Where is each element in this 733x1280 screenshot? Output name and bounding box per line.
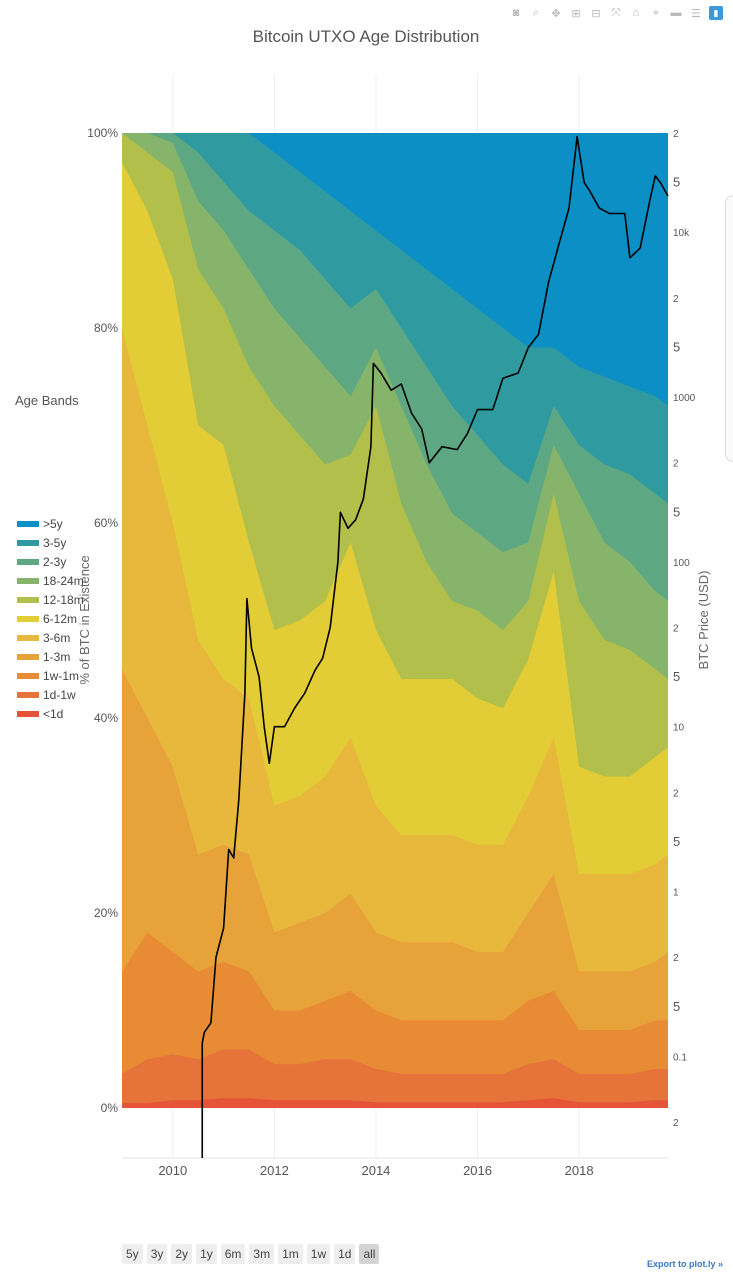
legend-swatch[interactable] bbox=[17, 692, 39, 698]
legend-swatch[interactable] bbox=[17, 521, 39, 527]
zoom-out-icon[interactable]: ⊟ bbox=[591, 7, 601, 20]
y2-tick-label: 2 bbox=[673, 294, 679, 305]
y2-tick-label: 1000 bbox=[673, 393, 696, 404]
legend-swatch[interactable] bbox=[17, 559, 39, 565]
y-tick-label: 80% bbox=[94, 321, 118, 335]
range-button-1y[interactable]: 1y bbox=[196, 1244, 217, 1264]
y2-tick-label: 5 bbox=[673, 504, 680, 519]
y2-tick-label: 5 bbox=[673, 175, 680, 190]
camera-icon[interactable]: ◙ bbox=[512, 7, 520, 19]
btc-price-line bbox=[201, 135, 669, 1044]
chart-title: Bitcoin UTXO Age Distribution bbox=[253, 27, 480, 46]
y-tick-label: 20% bbox=[94, 906, 118, 920]
range-button-3m[interactable]: 3m bbox=[249, 1244, 275, 1264]
gridlines bbox=[122, 75, 668, 1159]
x-tick-label: 2012 bbox=[260, 1163, 289, 1178]
legend-label[interactable]: >5y bbox=[43, 517, 63, 531]
y2-tick-label: 10k bbox=[673, 228, 690, 239]
legend-label[interactable]: 3-6m bbox=[43, 631, 70, 645]
legend-label[interactable]: 2-3y bbox=[43, 555, 66, 569]
hover-compare-icon[interactable]: ☰ bbox=[691, 7, 701, 20]
y-tick-label: 60% bbox=[94, 516, 118, 530]
y2-tick-label: 2 bbox=[673, 459, 679, 470]
legend-label[interactable]: 6-12m bbox=[43, 612, 77, 626]
price-line-group bbox=[201, 135, 669, 1158]
y2-tick-label: 5 bbox=[673, 834, 680, 849]
pan-icon[interactable]: ✥ bbox=[551, 7, 561, 20]
area-bands bbox=[122, 133, 668, 1109]
autoscale-icon[interactable]: ⤧ bbox=[611, 6, 621, 19]
area-band-1d-1w bbox=[122, 1049, 668, 1108]
legend-swatch[interactable] bbox=[17, 635, 39, 641]
hover-closest-icon[interactable]: ▬ bbox=[670, 7, 682, 19]
legend-label[interactable]: 12-18m bbox=[43, 593, 84, 607]
legend-label[interactable]: 1-3m bbox=[43, 650, 70, 664]
y2-tick-label: 2 bbox=[673, 129, 679, 140]
x-tick-label: 2018 bbox=[565, 1163, 594, 1178]
y-tick-label: 40% bbox=[94, 711, 118, 725]
legend-swatch[interactable] bbox=[17, 578, 39, 584]
x-tick-label: 2014 bbox=[361, 1163, 390, 1178]
x-tick-label: 2010 bbox=[158, 1163, 187, 1178]
y2-tick-label: 5 bbox=[673, 339, 680, 354]
modebar: ◙ ⌕ ✥ ⊞ ⊟ ⤧ ⌂ ⌖ ▬ ☰ ▮ bbox=[509, 6, 723, 20]
y2-tick-label: 100 bbox=[673, 558, 690, 569]
y2-tick-label: 5 bbox=[673, 669, 680, 684]
legend-swatch[interactable] bbox=[17, 711, 39, 717]
legend-label[interactable]: 18-24m bbox=[43, 574, 84, 588]
spike-lines-icon[interactable]: ⌖ bbox=[652, 6, 660, 19]
legend-swatch[interactable] bbox=[17, 597, 39, 603]
y-tick-label: 100% bbox=[87, 126, 118, 140]
legend-title: Age Bands bbox=[15, 393, 79, 408]
y2-tick-label: 2 bbox=[673, 624, 679, 635]
zoom-in-icon[interactable]: ⊞ bbox=[571, 7, 581, 20]
x-tick-label: 2016 bbox=[463, 1163, 492, 1178]
legend-label[interactable]: 3-5y bbox=[43, 536, 66, 550]
legend-swatch[interactable] bbox=[17, 654, 39, 660]
legend-swatch[interactable] bbox=[17, 616, 39, 622]
home-icon[interactable]: ⌂ bbox=[632, 7, 640, 19]
y2-tick-label: 2 bbox=[673, 953, 679, 964]
range-button-all[interactable]: all bbox=[359, 1244, 380, 1264]
y2-tick-label: 1 bbox=[673, 888, 679, 899]
legend-swatch[interactable] bbox=[17, 673, 39, 679]
y2-tick-label: 5 bbox=[673, 999, 680, 1014]
range-button-6m[interactable]: 6m bbox=[220, 1244, 246, 1264]
y-axis-left: 0% 20% 40% 60% 80% 100% bbox=[87, 126, 118, 1115]
export-link[interactable]: Export to plot.ly » bbox=[646, 1259, 723, 1269]
area-band--1d bbox=[122, 1098, 668, 1108]
range-button-1d[interactable]: 1d bbox=[334, 1244, 356, 1264]
x-axis: 2010 2012 2014 2016 2018 bbox=[158, 1163, 593, 1178]
y2-tick-label: 2 bbox=[673, 788, 679, 799]
range-button-1m[interactable]: 1m bbox=[278, 1244, 303, 1264]
range-selector: 5y 3y 2y 1y 6m 3m 1m 1w 1d all bbox=[122, 1244, 380, 1264]
y-axis-right: 2 5 10k 2 5 1000 2 5 100 2 5 10 2 5 1 2 5 0.1 2 bbox=[673, 129, 696, 1129]
plotly-logo-icon[interactable]: ▮ bbox=[709, 6, 723, 20]
legend-swatch[interactable] bbox=[17, 540, 39, 546]
y2-tick-label: 2 bbox=[673, 1118, 679, 1129]
legend: >5y 3-5y 2-3y 18-24m 12-18m 6-12m 3-6m 1-3m 1w-1… bbox=[17, 517, 84, 721]
range-button-3y[interactable]: 3y bbox=[146, 1244, 168, 1264]
legend-label[interactable]: 1w-1m bbox=[43, 669, 79, 683]
legend-label[interactable]: <1d bbox=[43, 707, 63, 721]
range-button-2y[interactable]: 2y bbox=[171, 1244, 193, 1264]
y2-axis-label: BTC Price (USD) bbox=[696, 571, 711, 670]
zoom-icon[interactable]: ⌕ bbox=[532, 6, 540, 19]
range-button-1w[interactable]: 1w bbox=[306, 1244, 331, 1264]
legend-label[interactable]: 1d-1w bbox=[43, 688, 76, 702]
y2-tick-label: 10 bbox=[673, 723, 685, 734]
range-button-5y[interactable]: 5y bbox=[122, 1244, 143, 1264]
y-tick-label: 0% bbox=[101, 1101, 119, 1115]
y2-tick-label: 0.1 bbox=[673, 1052, 687, 1063]
y-axis-label: % of BTC in Existence bbox=[77, 555, 92, 684]
